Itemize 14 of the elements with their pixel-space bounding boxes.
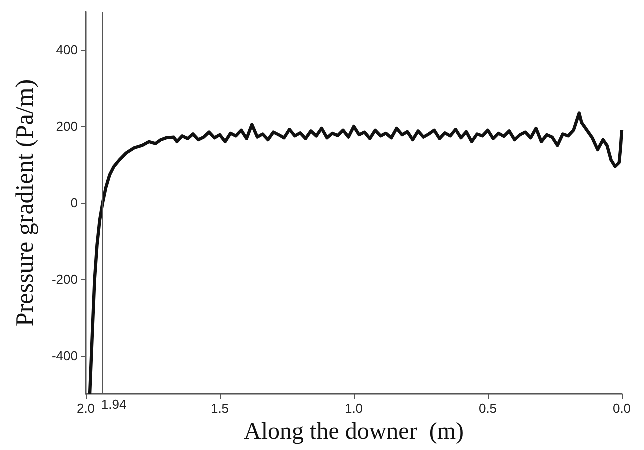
x-axis-title: Along the downer (m) — [244, 419, 464, 445]
x-tick-label: 1.0 — [344, 401, 364, 416]
y-tick-label: -200 — [52, 272, 78, 287]
y-axis-title: Pressure gradient (Pa/m) — [12, 79, 39, 327]
x-tick-label: 0.0 — [612, 401, 632, 416]
ref-line-label: 1.94 — [101, 397, 127, 412]
y-tick-label: -400 — [52, 348, 78, 364]
x-tick-label: 0.5 — [478, 401, 498, 416]
y-tick-label: 200 — [56, 119, 78, 134]
line-series — [88, 112, 624, 396]
x-tick-label: 2.0 — [76, 401, 96, 416]
x-tick-label: 1.5 — [210, 401, 230, 416]
y-tick-label: 0 — [70, 196, 78, 210]
y-tick-label: 400 — [56, 42, 78, 58]
